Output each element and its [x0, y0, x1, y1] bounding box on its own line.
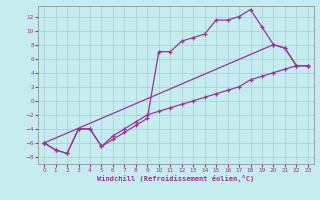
X-axis label: Windchill (Refroidissement éolien,°C): Windchill (Refroidissement éolien,°C) — [97, 175, 255, 182]
